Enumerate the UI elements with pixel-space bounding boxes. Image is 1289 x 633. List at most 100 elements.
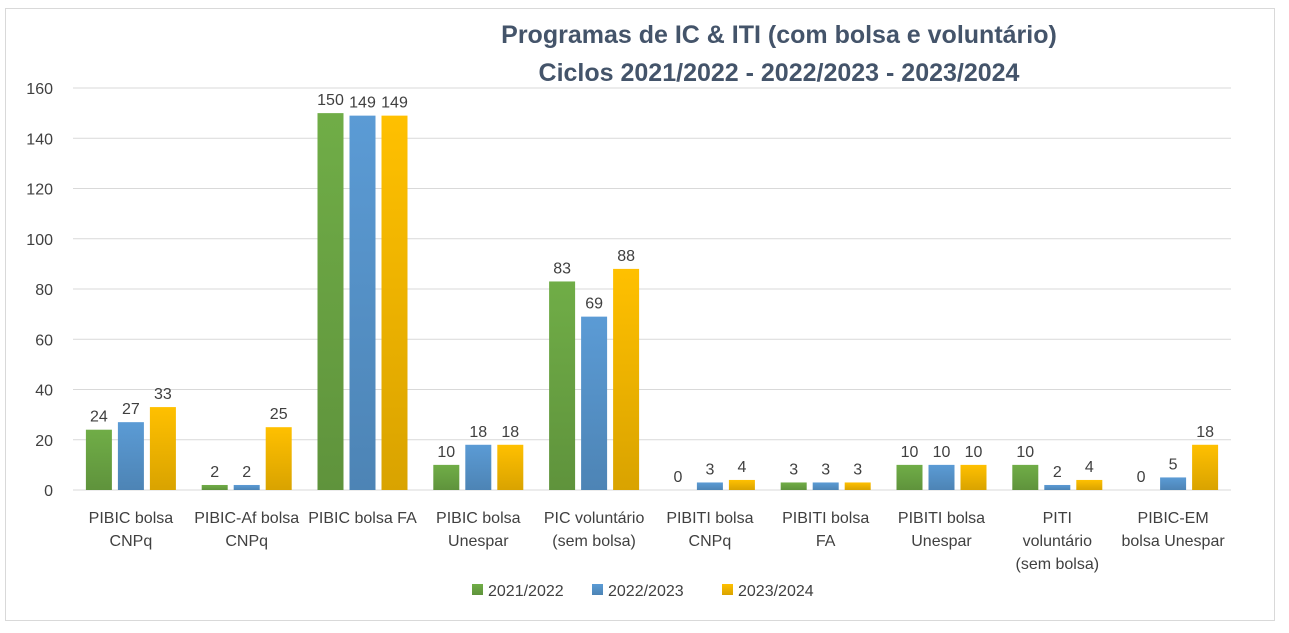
bar-2022-2023-7 — [928, 464, 955, 490]
bar-2023-2024-3 — [497, 444, 524, 490]
bar-2022-2023-5 — [696, 482, 723, 490]
data-label: 10 — [901, 444, 919, 461]
bar-2022-2023-3 — [465, 444, 492, 490]
data-label: 2 — [242, 464, 251, 481]
data-label: 10 — [1016, 444, 1034, 461]
category-label: PIBIC bolsa — [436, 510, 521, 527]
y-tick-label: 100 — [26, 232, 53, 249]
data-label: 0 — [673, 469, 682, 486]
bar-2021-2022-6 — [780, 482, 807, 490]
bar-2022-2023-1 — [233, 484, 260, 490]
data-label: 149 — [381, 95, 408, 112]
data-label: 83 — [553, 260, 571, 277]
data-label: 4 — [737, 459, 746, 476]
category-label: PIC voluntário — [544, 510, 645, 527]
data-label: 3 — [789, 461, 798, 478]
y-tick-label: 160 — [26, 81, 53, 98]
bar-2023-2024-0 — [149, 407, 176, 490]
data-label: 33 — [154, 386, 172, 403]
category-label: FA — [816, 533, 836, 550]
data-label: 69 — [585, 296, 603, 313]
bar-2023-2024-1 — [265, 427, 292, 490]
y-axis-ticks: 0 20 40 60 80 100 120 140 160 — [26, 81, 53, 500]
y-tick-label: 0 — [44, 483, 53, 500]
category-label: PIBIC-EM — [1138, 510, 1209, 527]
category-label: PIBIC bolsa FA — [308, 510, 417, 527]
gridlines — [73, 87, 1231, 491]
bar-2021-2022-7 — [896, 464, 923, 490]
data-label: 2 — [210, 464, 219, 481]
bars — [85, 113, 1219, 490]
bar-2023-2024-6 — [844, 482, 871, 490]
category-label: PIBITI bolsa — [898, 510, 985, 527]
bar-2023-2024-4 — [613, 268, 640, 490]
bar-2022-2023-6 — [812, 482, 839, 490]
data-label: 3 — [705, 461, 714, 478]
bar-2021-2022-8 — [1012, 464, 1039, 490]
bar-2023-2024-5 — [728, 479, 755, 490]
legend-label: 2021/2022 — [488, 583, 564, 600]
bar-2021-2022-0 — [85, 429, 112, 490]
category-label: CNPq — [110, 533, 153, 550]
data-label: 88 — [617, 248, 635, 265]
data-label: 2 — [1053, 464, 1062, 481]
data-label: 149 — [349, 95, 376, 112]
bar-2021-2022-3 — [433, 464, 460, 490]
data-label: 18 — [469, 424, 487, 441]
bar-2022-2023-4 — [581, 316, 608, 490]
data-label: 10 — [933, 444, 951, 461]
bar-2023-2024-7 — [960, 464, 987, 490]
y-tick-label: 20 — [35, 433, 53, 450]
bar-2021-2022-4 — [549, 281, 576, 490]
data-label: 10 — [437, 444, 455, 461]
data-label: 3 — [821, 461, 830, 478]
chart-title: Programas de IC & ITI (com bolsa e volun… — [501, 21, 1057, 87]
legend-label: 2022/2023 — [608, 583, 684, 600]
category-label: (sem bolsa) — [1016, 556, 1100, 573]
category-label: Unespar — [448, 533, 509, 550]
bar-2023-2024-9 — [1192, 444, 1219, 490]
category-label: CNPq — [225, 533, 268, 550]
data-label: 4 — [1085, 459, 1094, 476]
bar-2022-2023-9 — [1160, 477, 1187, 490]
x-axis-categories: PIBIC bolsa CNPq PIBIC-Af bolsa CNPq PIBIC b… — [89, 510, 1226, 573]
category-label: PIBIC bolsa — [89, 510, 174, 527]
data-label: 25 — [270, 406, 288, 423]
legend-label: 2023/2024 — [738, 583, 814, 600]
category-label: PIBIC-Af bolsa — [194, 510, 299, 527]
bar-2021-2022-2 — [317, 113, 344, 490]
legend: 2021/2022 2022/2023 2023/2024 — [472, 583, 814, 600]
chart-title-line-2: Ciclos 2021/2022 - 2022/2023 - 2023/2024 — [539, 59, 1020, 87]
chart-title-line-1: Programas de IC & ITI (com bolsa e volun… — [501, 21, 1057, 49]
data-label: 18 — [501, 424, 519, 441]
data-label: 5 — [1169, 456, 1178, 473]
data-label: 0 — [1137, 469, 1146, 486]
y-tick-label: 120 — [26, 182, 53, 199]
y-tick-label: 60 — [35, 332, 53, 349]
bar-2022-2023-2 — [349, 115, 376, 490]
bar-2022-2023-8 — [1044, 484, 1071, 490]
legend-swatch — [592, 584, 603, 595]
category-label: CNPq — [689, 533, 732, 550]
bar-2023-2024-8 — [1076, 479, 1103, 490]
legend-swatch — [722, 584, 733, 595]
data-label: 18 — [1196, 424, 1214, 441]
y-tick-label: 40 — [35, 383, 53, 400]
category-label: Unespar — [911, 533, 972, 550]
category-label: PIBITI bolsa — [666, 510, 753, 527]
bar-chart: Programas de IC & ITI (com bolsa e volun… — [26, 21, 1231, 600]
category-label: PITI — [1043, 510, 1072, 527]
data-label: 24 — [90, 409, 108, 426]
bar-2021-2022-1 — [201, 484, 228, 490]
category-label: bolsa Unespar — [1122, 533, 1226, 550]
bar-2023-2024-2 — [381, 115, 408, 490]
chart-frame: Programas de IC & ITI (com bolsa e volun… — [5, 8, 1275, 621]
category-label: PIBITI bolsa — [782, 510, 869, 527]
data-label: 3 — [853, 461, 862, 478]
data-label: 10 — [965, 444, 983, 461]
y-tick-label: 140 — [26, 131, 53, 148]
y-tick-label: 80 — [35, 282, 53, 299]
data-label: 150 — [317, 92, 344, 109]
data-label: 27 — [122, 401, 140, 418]
